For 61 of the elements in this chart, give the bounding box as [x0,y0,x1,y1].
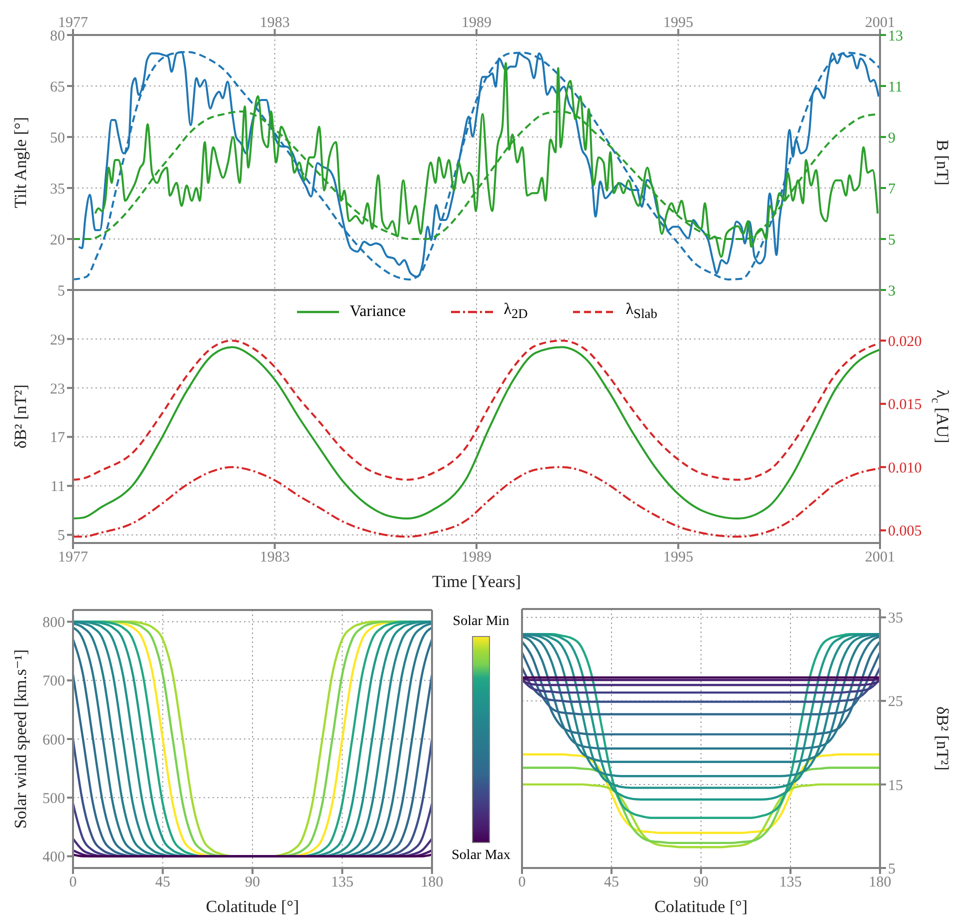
y-tick-label: 11 [50,479,65,496]
x-axis-title: Time [Years] [432,572,521,590]
y-tick-label: 400 [42,850,65,866]
y2-tick-label: 0.010 [888,460,922,476]
y2-tick-label: 0.015 [888,397,922,414]
y-tick-label: 50 [50,130,65,146]
x-tick-label: 1989 [462,15,492,31]
y2-tick-label: 9 [888,130,896,146]
x-tick-label: 180 [420,874,444,891]
y-tick-label: 80 [50,28,65,44]
y-tick-label: 600 [42,732,65,748]
x-tick-label: 180 [868,874,892,891]
legend-label: Variance [350,302,406,321]
y-axis-title: Tilt Angle [°] [10,116,30,208]
legend-label: λ$_{2D}$ [504,301,528,322]
x-tick-label: 90 [694,874,708,891]
y-axis-title: δB² [nT²] [934,706,952,770]
x-tick-label: 1977 [58,550,88,566]
y-axis-title: Solar wind speed [km.s⁻¹] [10,649,30,829]
text: Solar Min [452,614,510,630]
y-tick-label: 23 [50,381,65,398]
y-tick-label: 29 [50,332,65,348]
y-tick-label: 5 [58,283,65,300]
x-tick-label: 1977 [58,15,88,31]
y-tick-label: 800 [42,615,65,632]
x-tick-label: 0 [518,874,526,891]
legend-label: λ$_{Slab}$ [626,301,658,322]
y2-tick-label: 0.020 [888,334,922,350]
x-tick-label: 2001 [865,550,895,566]
y2-tick-label: 3 [888,283,896,300]
x-tick-label: 1995 [663,550,694,566]
y-tick-label: 5 [58,528,65,544]
y-tick-label: 500 [42,790,65,807]
x-tick-label: 2001 [865,15,895,31]
text: Solar Max [452,848,510,864]
x-tick-label: 45 [155,874,170,891]
y2-axis-title: B [nT] [934,140,952,186]
y-axis-title: δB² [nT²] [10,384,30,448]
y-tick-label: 65 [50,79,65,96]
x-tick-label: 135 [779,874,802,891]
y-tick-label: 35 [888,610,903,627]
y-tick-label: 25 [888,694,903,710]
x-axis-title: Colatitude [°] [206,896,300,916]
y-tick-label: 700 [42,674,65,690]
x-axis-title: Colatitude [°] [654,896,748,916]
x-tick-label: 1995 [663,15,694,31]
y2-tick-label: 7 [888,181,896,198]
y-tick-label: 5 [888,861,896,878]
y-tick-label: 20 [50,232,65,248]
x-tick-label: 45 [604,874,619,891]
x-tick-label: 90 [245,874,260,891]
y-tick-label: 35 [50,181,65,198]
y-tick-label: 17 [50,430,66,446]
x-tick-label: 1989 [462,550,492,566]
y-tick-label: 15 [888,778,903,794]
x-tick-label: 1983 [260,15,290,31]
y2-tick-label: 13 [888,28,903,44]
x-tick-label: 1983 [260,550,290,566]
y2-tick-label: 0.005 [888,524,922,540]
x-tick-label: 135 [331,874,354,891]
x-tick-label: 0 [69,874,77,891]
